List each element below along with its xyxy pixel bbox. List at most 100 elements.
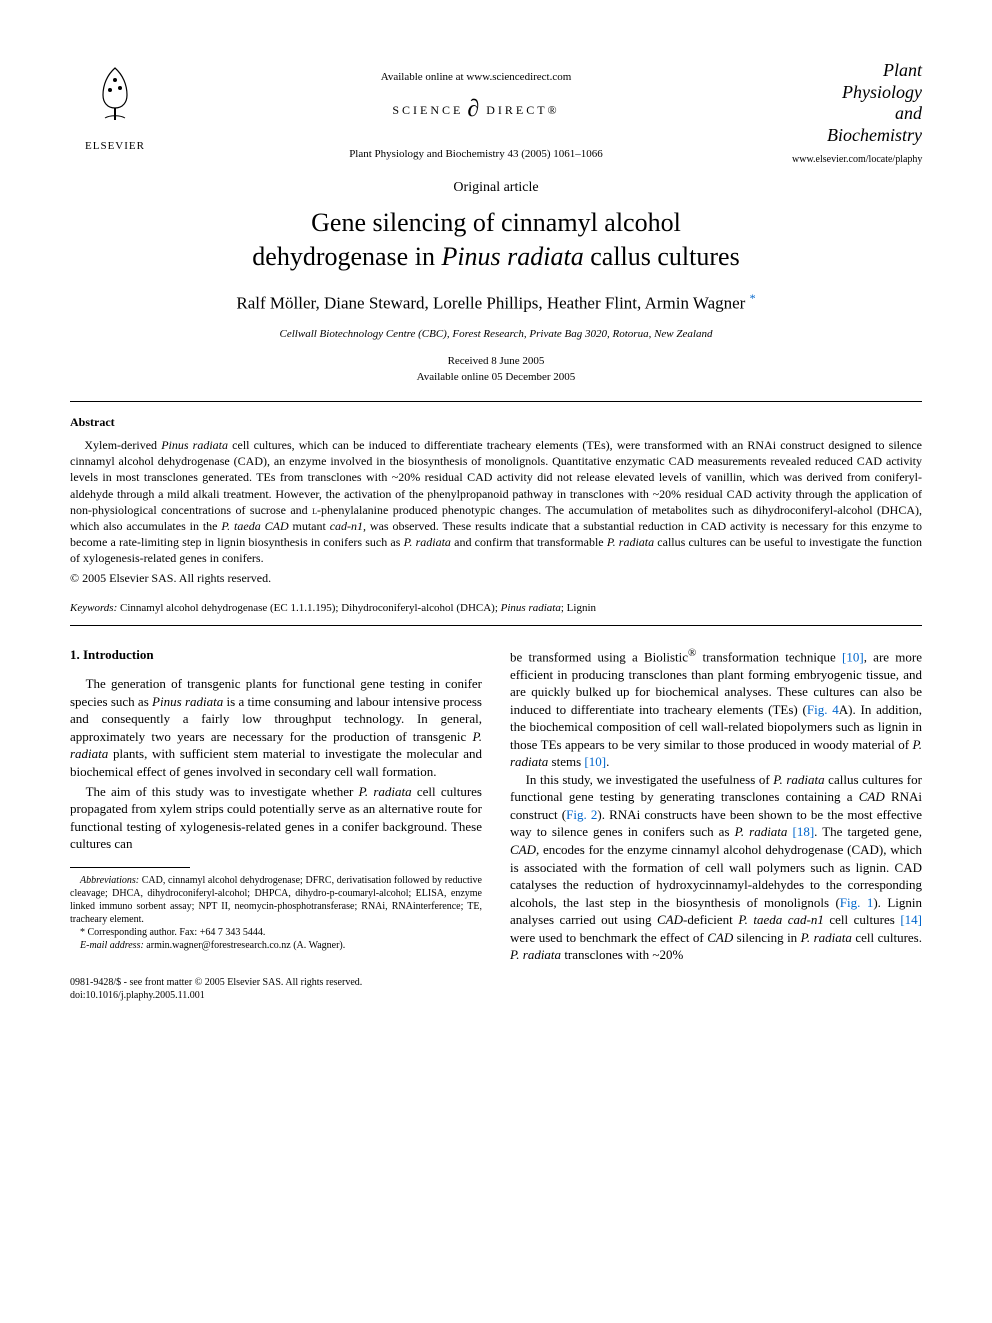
front-matter-line: 0981-9428/$ - see front matter © 2005 El…	[70, 976, 482, 989]
abs-t6: and confirm that transformable	[451, 535, 607, 549]
journal-title-block: Plant Physiology and Biochemistry www.el…	[792, 60, 922, 166]
p3-t12: silencing in	[733, 930, 800, 945]
divider-top	[70, 401, 922, 402]
dates-block: Received 8 June 2005 Available online 05…	[70, 354, 922, 385]
footnote-rule	[70, 867, 190, 868]
abbrev-label: Abbreviations:	[80, 875, 139, 886]
corresp-text: Corresponding author. Fax: +64 7 343 544…	[85, 927, 265, 938]
authors-list: Ralf Möller, Diane Steward, Lorelle Phil…	[236, 293, 745, 312]
intro-p2-left: The aim of this study was to investigate…	[70, 783, 482, 853]
email-text: armin.wagner@forestresearch.co.nz (A. Wa…	[144, 940, 345, 951]
abs-t4: mutant	[289, 519, 330, 533]
body-columns: 1. Introduction The generation of transg…	[70, 646, 922, 1002]
abbrev-footnote: Abbreviations: CAD, cinnamyl alcohol deh…	[70, 874, 482, 926]
journal-url: www.elsevier.com/locate/plaphy	[792, 154, 922, 166]
ref-link-10a[interactable]: [10]	[842, 649, 864, 664]
title-line2-ital: Pinus radiata	[441, 242, 583, 271]
journal-name-line3: and	[792, 103, 922, 125]
available-online-text: Available online at www.sciencedirect.co…	[160, 70, 792, 85]
abstract-copyright: © 2005 Elsevier SAS. All rights reserved…	[70, 570, 922, 587]
email-footnote: E-mail address: armin.wagner@forestresea…	[70, 939, 482, 952]
article-title: Gene silencing of cinnamyl alcohol dehyd…	[70, 206, 922, 274]
left-column: 1. Introduction The generation of transg…	[70, 646, 482, 1002]
p3-i5: CAD	[657, 912, 683, 927]
received-date: Received 8 June 2005	[70, 354, 922, 369]
p3-t1: In this study, we investigated the usefu…	[526, 772, 774, 787]
kw-ital: Pinus radiata	[501, 602, 561, 614]
affiliation: Cellwall Biotechnology Centre (CBC), For…	[70, 327, 922, 342]
ref-link-18[interactable]: [18]	[792, 824, 814, 839]
email-label: E-mail address:	[80, 940, 144, 951]
footnotes-block: Abbreviations: CAD, cinnamyl alcohol deh…	[70, 874, 482, 952]
journal-name-line2: Physiology	[792, 82, 922, 104]
authors: Ralf Möller, Diane Steward, Lorelle Phil…	[70, 290, 922, 315]
p3-i3: P. radiata	[735, 824, 788, 839]
journal-name-line1: Plant	[792, 60, 922, 82]
p3-i8: P. radiata	[801, 930, 852, 945]
abs-t1: Xylem-derived	[84, 438, 161, 452]
p3-i1: P. radiata	[773, 772, 824, 787]
p3-i4: CAD,	[510, 842, 539, 857]
intro-p2-right: be transformed using a Biolistic® transf…	[510, 646, 922, 771]
elsevier-tree-icon	[85, 60, 145, 130]
doi-block: 0981-9428/$ - see front matter © 2005 El…	[70, 976, 482, 1002]
keywords-label: Keywords:	[70, 602, 117, 614]
abs-i5: P. radiata	[607, 535, 654, 549]
divider-bottom	[70, 625, 922, 626]
p3-t13: cell cultures.	[852, 930, 922, 945]
abs-i4: P. radiata	[404, 535, 451, 549]
intro-heading: 1. Introduction	[70, 646, 482, 664]
scidirect-d-icon: ∂	[467, 93, 482, 127]
p3-i7: CAD	[707, 930, 733, 945]
kw-t2: ; Lignin	[561, 602, 596, 614]
header-row: ELSEVIER Available online at www.science…	[70, 60, 922, 166]
p2c-t1: be transformed using a Biolistic	[510, 649, 688, 664]
abstract-body: Xylem-derived Pinus radiata cell culture…	[70, 437, 922, 567]
right-column: be transformed using a Biolistic® transf…	[510, 646, 922, 1002]
p1-t3: plants, with sufficient stem material to…	[70, 746, 482, 779]
p2c-reg: ®	[688, 647, 696, 659]
title-line1: Gene silencing of cinnamyl alcohol	[311, 208, 681, 237]
p2c-t5: stems	[548, 754, 584, 769]
header-center: Available online at www.sciencedirect.co…	[160, 60, 792, 162]
fig-link-1[interactable]: Fig. 1	[840, 895, 874, 910]
publisher-logo-block: ELSEVIER	[70, 60, 160, 155]
ref-link-14[interactable]: [14]	[900, 912, 922, 927]
fig-link-2[interactable]: Fig. 2	[566, 807, 597, 822]
article-type: Original article	[70, 178, 922, 198]
corresp-star-icon[interactable]: *	[750, 291, 756, 305]
keywords-block: Keywords: Cinnamyl alcohol dehydrogenase…	[70, 601, 922, 616]
intro-p3: In this study, we investigated the usefu…	[510, 771, 922, 964]
ref-link-10b[interactable]: [10]	[584, 754, 606, 769]
p3-t11: were used to benchmark the effect of	[510, 930, 707, 945]
scidirect-left: SCIENCE	[392, 102, 463, 119]
journal-citation: Plant Physiology and Biochemistry 43 (20…	[160, 147, 792, 162]
p3-t6: . The targeted gene,	[814, 824, 922, 839]
fig-link-4[interactable]: Fig. 4	[807, 702, 839, 717]
p3-t14: transclones with ~20%	[561, 947, 683, 962]
sciencedirect-logo: SCIENCE ∂ DIRECT®	[160, 93, 792, 127]
p3-t9: -deficient	[683, 912, 738, 927]
p1-i1: Pinus radiata	[152, 694, 223, 709]
p3-i6: P. taeda cad-n1	[738, 912, 824, 927]
p3-i2: CAD	[859, 789, 885, 804]
title-line2-post: callus cultures	[584, 242, 740, 271]
p3-t10: cell cultures	[824, 912, 900, 927]
abs-i1: Pinus radiata	[161, 438, 228, 452]
journal-name-line4: Biochemistry	[792, 125, 922, 147]
intro-p1: The generation of transgenic plants for …	[70, 675, 482, 780]
kw-t1: Cinnamyl alcohol dehydrogenase (EC 1.1.1…	[117, 602, 500, 614]
p2-t1: The aim of this study was to investigate…	[86, 784, 359, 799]
scidirect-right: DIRECT®	[486, 102, 559, 119]
p2c-t2: transformation technique	[696, 649, 842, 664]
p2c-t6: .	[606, 754, 609, 769]
doi-line: doi:10.1016/j.plaphy.2005.11.001	[70, 989, 482, 1002]
title-line2-pre: dehydrogenase in	[252, 242, 441, 271]
abs-i3: cad-n1,	[330, 519, 366, 533]
abs-i2: P. taeda CAD	[221, 519, 288, 533]
available-date: Available online 05 December 2005	[70, 370, 922, 385]
abstract-heading: Abstract	[70, 414, 922, 431]
p3-i9: P. radiata	[510, 947, 561, 962]
corresp-footnote: * Corresponding author. Fax: +64 7 343 5…	[70, 926, 482, 939]
p2-i1: P. radiata	[359, 784, 412, 799]
